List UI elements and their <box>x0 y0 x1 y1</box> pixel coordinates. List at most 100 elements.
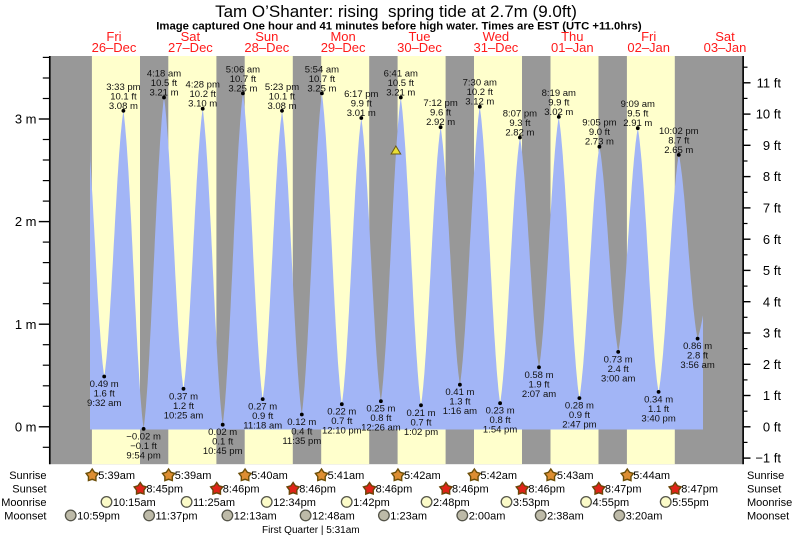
svg-text:−0.1 ft: −0.1 ft <box>130 441 157 452</box>
svg-text:8:46pm: 8:46pm <box>376 484 413 496</box>
svg-text:Wed: Wed <box>483 29 510 44</box>
svg-text:10:25 am: 10:25 am <box>164 410 204 421</box>
svg-text:5:54 am: 5:54 am <box>305 64 339 75</box>
svg-text:10:02 pm: 10:02 pm <box>659 126 699 137</box>
svg-text:3:40 pm: 3:40 pm <box>641 413 675 424</box>
svg-text:3:33 pm: 3:33 pm <box>106 82 140 93</box>
svg-text:8:47pm: 8:47pm <box>605 484 642 496</box>
svg-text:0.49 m: 0.49 m <box>90 379 119 390</box>
svg-text:9:32 am: 9:32 am <box>87 398 121 409</box>
svg-text:9.5 ft: 9.5 ft <box>627 109 648 120</box>
svg-text:10:45 pm: 10:45 pm <box>203 446 243 457</box>
svg-text:4 ft: 4 ft <box>763 294 781 309</box>
svg-text:10.5 ft: 10.5 ft <box>388 78 415 89</box>
svg-text:5:55pm: 5:55pm <box>672 497 709 509</box>
svg-text:3.21 m: 3.21 m <box>386 88 415 99</box>
svg-text:2.91 m: 2.91 m <box>623 118 652 129</box>
svg-text:3 ft: 3 ft <box>763 326 781 341</box>
svg-text:Sun: Sun <box>255 29 278 44</box>
svg-text:3.02 m: 3.02 m <box>544 107 573 118</box>
svg-text:12:13am: 12:13am <box>234 511 277 523</box>
svg-text:Moonset: Moonset <box>4 511 46 523</box>
svg-text:3.25 m: 3.25 m <box>307 83 336 94</box>
svg-text:0.7 ft: 0.7 ft <box>410 417 431 428</box>
svg-text:0.21 m: 0.21 m <box>406 408 435 419</box>
svg-text:0.1 ft: 0.1 ft <box>212 437 233 448</box>
svg-text:10 ft: 10 ft <box>756 107 782 122</box>
svg-text:9:05 pm: 9:05 pm <box>582 118 616 129</box>
svg-text:28–Dec: 28–Dec <box>244 40 289 55</box>
svg-text:3:00 am: 3:00 am <box>601 373 635 384</box>
svg-text:26–Dec: 26–Dec <box>92 40 137 55</box>
svg-text:5:44am: 5:44am <box>633 470 670 482</box>
svg-text:3.01 m: 3.01 m <box>347 108 376 119</box>
svg-text:27–Dec: 27–Dec <box>168 40 213 55</box>
svg-text:First Quarter | 5:31am: First Quarter | 5:31am <box>262 525 360 536</box>
svg-text:0.12 m: 0.12 m <box>287 417 316 428</box>
svg-text:0.28 m: 0.28 m <box>565 401 594 412</box>
svg-text:29–Dec: 29–Dec <box>321 40 366 55</box>
svg-text:0.8 ft: 0.8 ft <box>490 415 511 426</box>
svg-text:Sat: Sat <box>181 29 201 44</box>
svg-text:Moonrise: Moonrise <box>747 497 792 509</box>
svg-text:0.86 m: 0.86 m <box>683 341 712 352</box>
svg-text:9.3 ft: 9.3 ft <box>509 118 530 129</box>
svg-text:5:06 am: 5:06 am <box>226 64 260 75</box>
svg-text:0.9 ft: 0.9 ft <box>252 411 273 422</box>
svg-text:1:42pm: 1:42pm <box>353 497 390 509</box>
svg-text:4:55pm: 4:55pm <box>593 497 630 509</box>
svg-text:8:46pm: 8:46pm <box>299 484 336 496</box>
svg-text:1:02 pm: 1:02 pm <box>404 427 438 438</box>
svg-text:−1 ft: −1 ft <box>755 451 781 466</box>
svg-text:3.12 m: 3.12 m <box>465 97 494 108</box>
svg-text:11 ft: 11 ft <box>757 75 782 90</box>
svg-text:Mon: Mon <box>330 29 355 44</box>
svg-text:4:18 am: 4:18 am <box>147 69 181 80</box>
svg-text:3.08 m: 3.08 m <box>109 101 138 112</box>
svg-text:10.7 ft: 10.7 ft <box>230 74 257 85</box>
svg-text:10:59pm: 10:59pm <box>77 511 120 523</box>
svg-text:0.9 ft: 0.9 ft <box>569 410 590 421</box>
svg-text:0.7 ft: 0.7 ft <box>331 416 352 427</box>
svg-text:10:15am: 10:15am <box>113 497 156 509</box>
svg-text:12:10 pm: 12:10 pm <box>322 426 362 437</box>
svg-text:3:53pm: 3:53pm <box>513 497 550 509</box>
svg-text:Sunset: Sunset <box>747 484 781 496</box>
svg-text:9.9 ft: 9.9 ft <box>351 99 372 110</box>
svg-text:9:09 am: 9:09 am <box>621 99 655 110</box>
svg-text:2:07 am: 2:07 am <box>522 389 556 400</box>
svg-text:2:47 pm: 2:47 pm <box>562 420 596 431</box>
svg-text:6:41 am: 6:41 am <box>384 69 418 80</box>
svg-text:0.23 m: 0.23 m <box>486 406 515 417</box>
svg-text:2:00am: 2:00am <box>469 511 506 523</box>
svg-text:1.6 ft: 1.6 ft <box>94 389 115 400</box>
svg-text:8:47pm: 8:47pm <box>681 484 718 496</box>
svg-text:3 m: 3 m <box>15 112 37 127</box>
svg-text:10.1 ft: 10.1 ft <box>110 91 137 102</box>
svg-text:8:46pm: 8:46pm <box>223 484 260 496</box>
svg-text:Sat: Sat <box>715 29 735 44</box>
svg-text:7 ft: 7 ft <box>763 201 781 216</box>
svg-text:10.1 ft: 10.1 ft <box>269 91 296 102</box>
svg-text:0 m: 0 m <box>15 419 37 434</box>
svg-text:Sunrise: Sunrise <box>9 470 46 482</box>
svg-text:8:46pm: 8:46pm <box>528 484 565 496</box>
svg-text:12:34pm: 12:34pm <box>273 497 316 509</box>
svg-text:−0.02 m: −0.02 m <box>126 431 161 442</box>
svg-text:0.34 m: 0.34 m <box>644 394 673 405</box>
svg-text:2.8 ft: 2.8 ft <box>687 351 708 362</box>
svg-text:Fri: Fri <box>106 29 121 44</box>
svg-text:3.25 m: 3.25 m <box>228 83 257 94</box>
svg-text:0.22 m: 0.22 m <box>327 407 356 418</box>
svg-text:3.08 m: 3.08 m <box>267 101 296 112</box>
svg-text:6 ft: 6 ft <box>763 232 781 247</box>
svg-text:1.1 ft: 1.1 ft <box>648 404 669 415</box>
svg-text:0.02 m: 0.02 m <box>208 427 237 438</box>
svg-text:0.58 m: 0.58 m <box>524 370 553 381</box>
svg-text:Image captured One hour and 41: Image captured One hour and 41 minutes b… <box>156 21 642 33</box>
svg-text:9.9 ft: 9.9 ft <box>548 97 569 108</box>
svg-text:Moonrise: Moonrise <box>1 497 46 509</box>
svg-text:Tam O’Shanter: rising spring: Tam O’Shanter: rising spring tide at 2.7… <box>215 2 577 21</box>
svg-text:9 ft: 9 ft <box>763 138 781 153</box>
svg-text:5:23 pm: 5:23 pm <box>265 82 299 93</box>
